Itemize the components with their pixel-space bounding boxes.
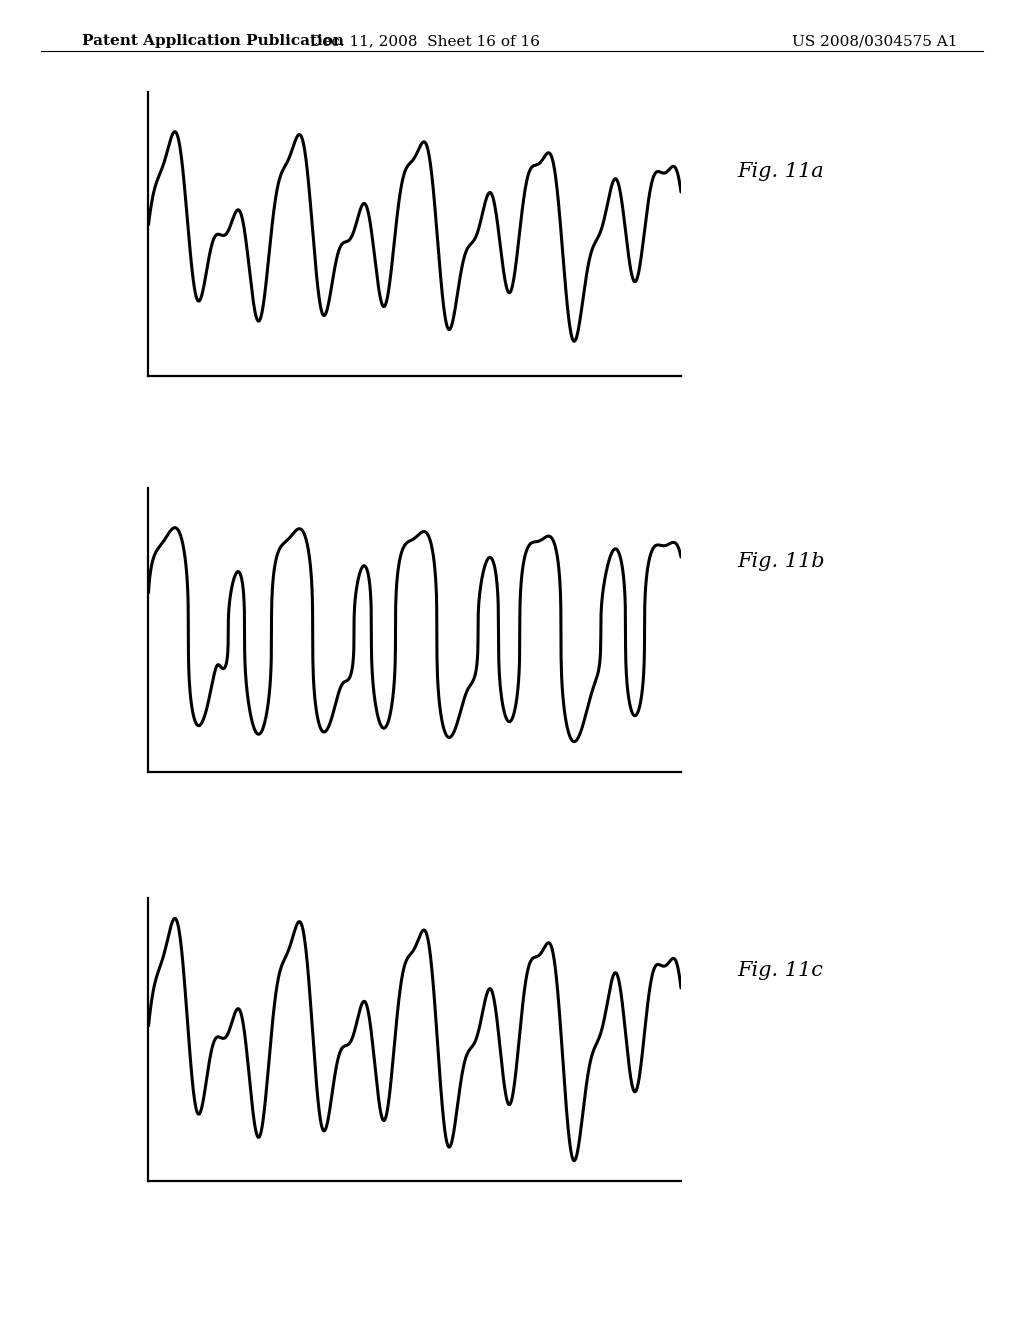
- Text: Patent Application Publication: Patent Application Publication: [82, 34, 344, 49]
- Text: US 2008/0304575 A1: US 2008/0304575 A1: [792, 34, 957, 49]
- Text: Fig. 11c: Fig. 11c: [737, 961, 823, 979]
- Text: Dec. 11, 2008  Sheet 16 of 16: Dec. 11, 2008 Sheet 16 of 16: [310, 34, 540, 49]
- Text: Fig. 11b: Fig. 11b: [737, 552, 825, 570]
- Text: Fig. 11a: Fig. 11a: [737, 162, 824, 181]
